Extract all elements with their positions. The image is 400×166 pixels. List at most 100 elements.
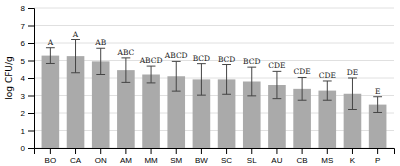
tick-label: 4 <box>21 74 26 83</box>
grid <box>34 8 394 148</box>
tick: 7 <box>21 22 34 31</box>
error-bar <box>71 40 80 73</box>
tick-mark <box>302 148 303 154</box>
tick-mark <box>352 148 353 154</box>
grid-line <box>34 60 394 61</box>
error-bar <box>121 58 130 83</box>
grid-line <box>34 130 394 131</box>
annotation: BCD <box>193 54 210 63</box>
tick: MS <box>321 148 333 165</box>
error-bar <box>348 78 357 110</box>
tick-mark <box>125 148 126 154</box>
tick: ON <box>95 148 107 165</box>
tick: CA <box>70 148 82 165</box>
tick: 6 <box>21 39 34 48</box>
error-bar <box>96 48 105 74</box>
axis-line <box>35 149 395 155</box>
y-axis-title: log CFU/g <box>4 56 14 99</box>
bar <box>142 75 160 149</box>
bar <box>42 56 60 148</box>
error-bar <box>197 64 206 96</box>
annotation: BCD <box>218 55 235 64</box>
grid-line <box>34 113 394 114</box>
error-bar <box>298 77 307 100</box>
tick: BW <box>195 148 208 165</box>
tick: P <box>375 148 380 165</box>
tick: MM <box>144 148 158 165</box>
tick: 3 <box>21 92 34 101</box>
tick-label: MM <box>144 156 158 165</box>
tick: 1 <box>21 127 34 136</box>
tick-mark <box>226 148 227 154</box>
tick-label: 8 <box>21 4 26 13</box>
tick: 2 <box>21 109 34 118</box>
tick-label: MS <box>321 156 333 165</box>
marks <box>42 40 387 149</box>
tick-mark <box>276 148 277 154</box>
tick-label: CA <box>70 156 82 165</box>
tick-mark <box>28 131 34 132</box>
tick-mark <box>50 148 51 154</box>
annotation: CDE <box>319 71 336 80</box>
annotation: A <box>72 30 79 39</box>
grid-line <box>34 95 394 96</box>
tick-mark <box>28 26 34 27</box>
grid-line <box>34 8 394 9</box>
error-bar <box>273 71 282 98</box>
tick-label: AM <box>120 156 132 165</box>
tick: SC <box>221 148 232 165</box>
tick-mark <box>176 148 177 154</box>
plot: 012345678BOCAONAMMMSMBWSCSLAUCBMSKPAAABA… <box>21 4 395 165</box>
tick-label: K <box>350 156 356 165</box>
tick: 0 <box>21 144 34 153</box>
grid-line <box>34 78 394 79</box>
tick: AM <box>120 148 132 165</box>
tick-label: 5 <box>21 57 26 66</box>
tick-mark <box>201 148 202 154</box>
tick: 8 <box>21 4 34 13</box>
tick-mark <box>327 148 328 154</box>
error-bar <box>247 67 256 96</box>
tick: BO <box>45 148 57 165</box>
y-axis: 0 1 2 3 4 5 6 7 8 <box>21 4 35 153</box>
annotation: DE <box>347 68 359 77</box>
tick-mark <box>100 148 101 154</box>
tick-mark <box>377 148 378 154</box>
tick-label: 0 <box>21 144 26 153</box>
tick: CB <box>297 148 308 165</box>
annotation: BCD <box>243 57 260 66</box>
annotation: ABC <box>116 48 134 57</box>
x-axis: BO CA ON AM MM SM BW SC SL AU CB MS K P <box>35 148 395 165</box>
tick-label: SM <box>170 156 182 165</box>
tick-label: CB <box>297 156 308 165</box>
tick-label: BW <box>195 156 208 165</box>
annotations: AAABABCABCDABCDBCDBCDBCDCDECDECDEDEE <box>47 30 381 96</box>
tick-label: ON <box>95 156 107 165</box>
tick-label: 2 <box>21 109 26 118</box>
error-bar <box>46 48 55 64</box>
annotation: CDE <box>268 61 285 70</box>
annotation: CDE <box>293 67 310 76</box>
annotation: A <box>47 38 54 47</box>
tick-mark <box>28 8 34 9</box>
tick: SL <box>247 148 257 165</box>
tick: K <box>350 148 356 165</box>
tick-label: BO <box>45 156 57 165</box>
tick-mark <box>28 61 34 62</box>
chart: 012345678BOCAONAMMMSMBWSCSLAUCBMSKPAAABA… <box>0 0 400 166</box>
tick-mark <box>251 148 252 154</box>
tick-mark <box>28 43 34 44</box>
grid-line <box>34 25 394 26</box>
tick-label: 7 <box>21 22 26 31</box>
tick-mark <box>28 113 34 114</box>
error-bar <box>222 65 231 95</box>
tick-mark <box>28 148 34 149</box>
tick-label: AU <box>271 156 282 165</box>
tick-mark <box>151 148 152 154</box>
tick-label: 6 <box>21 39 26 48</box>
annotation: ABCD <box>139 56 163 65</box>
error-bar <box>373 97 382 113</box>
tick-label: 1 <box>21 127 26 136</box>
tick: 5 <box>21 57 34 66</box>
tick: 4 <box>21 74 34 83</box>
